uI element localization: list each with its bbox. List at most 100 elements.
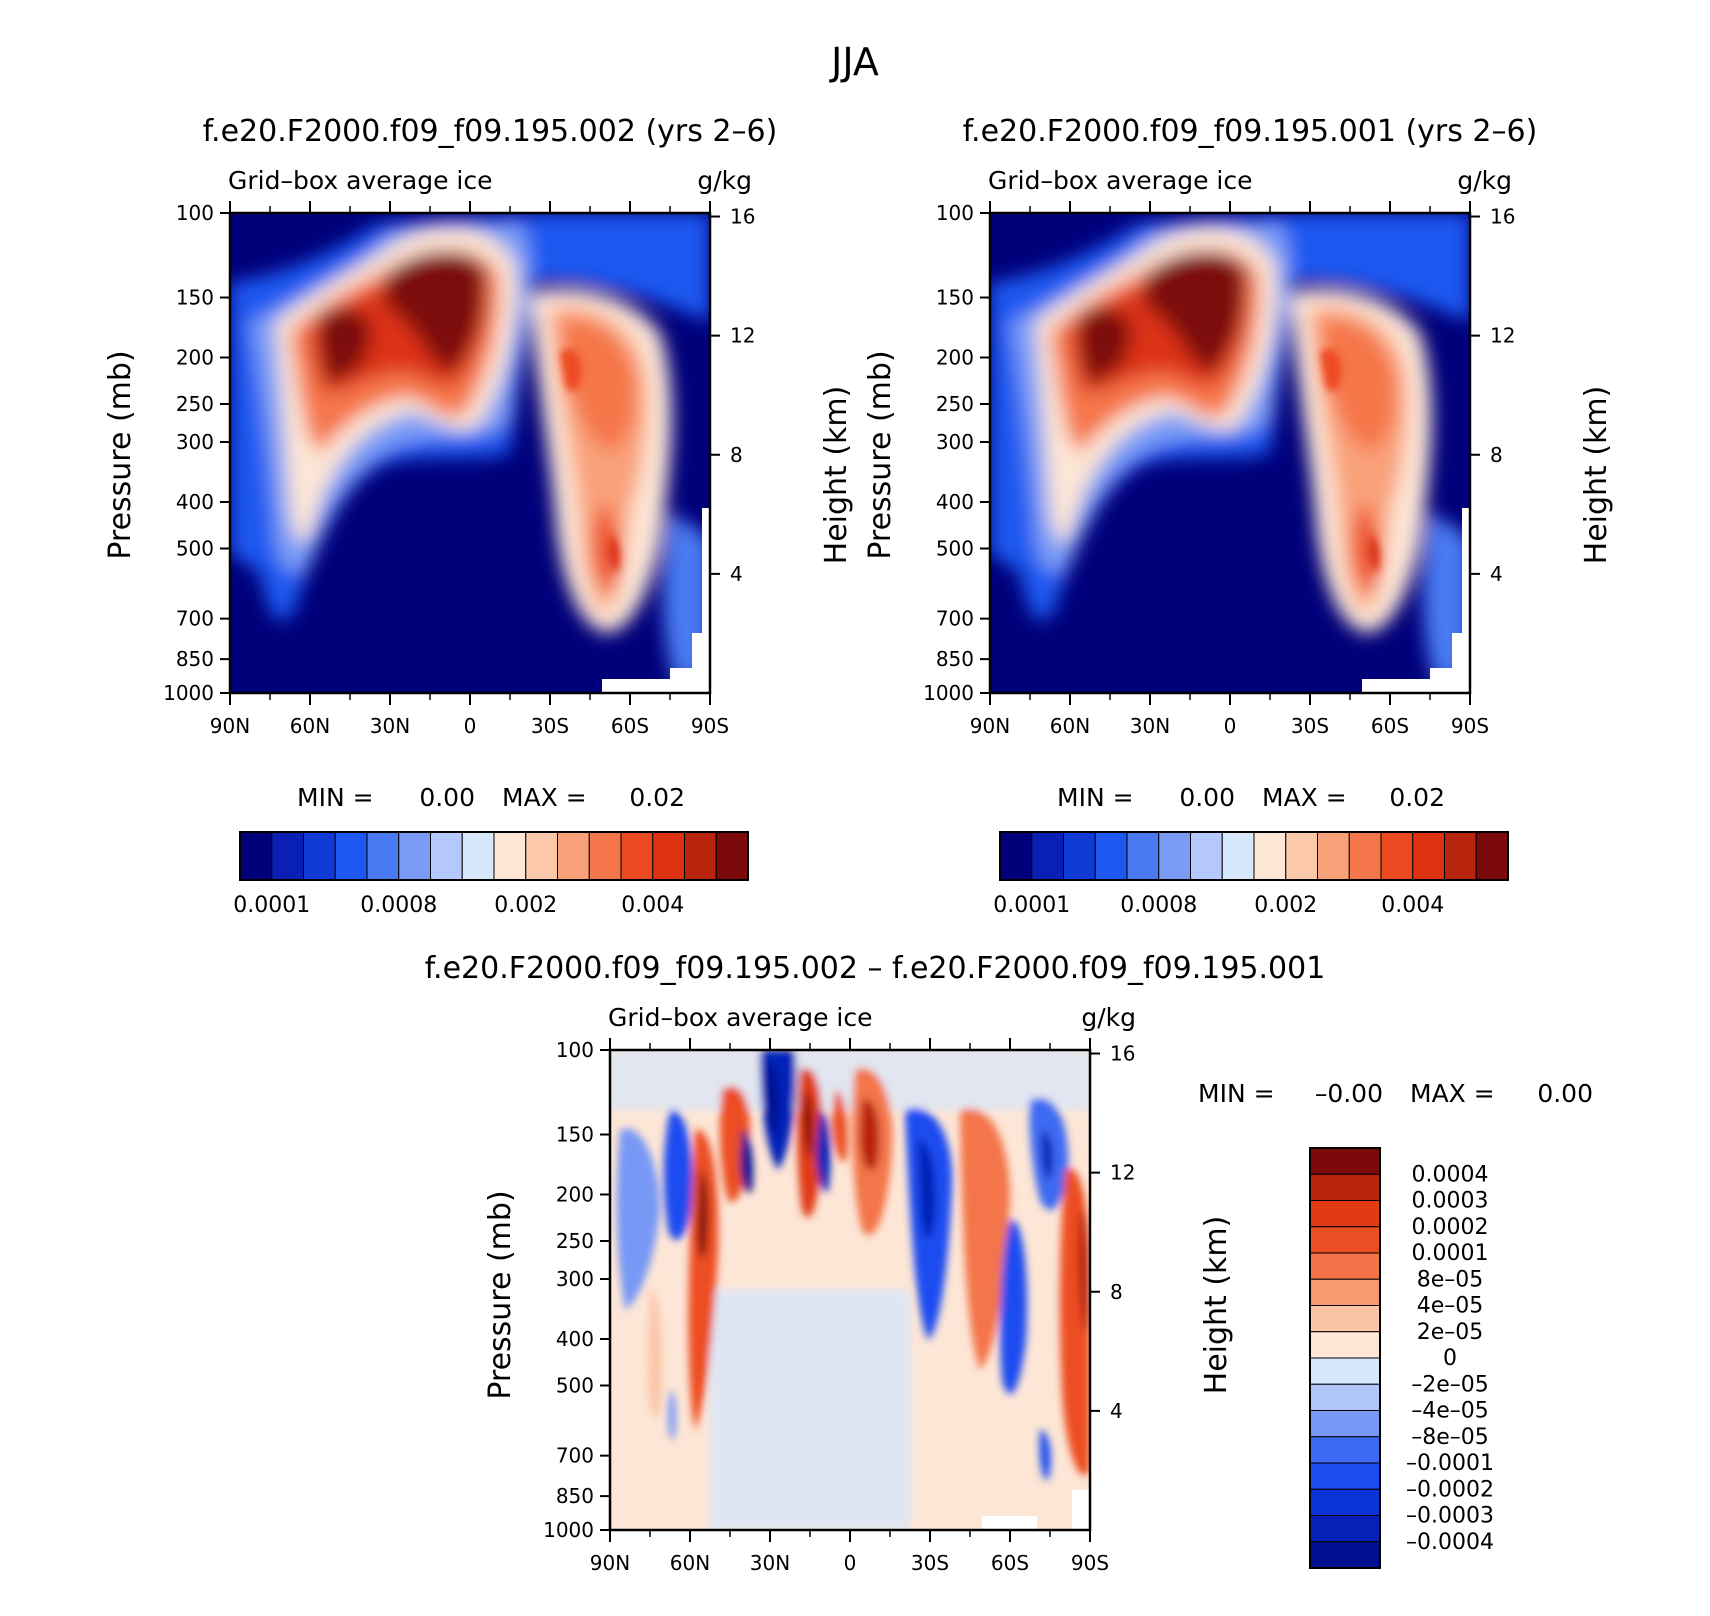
colorbar-frame: [999, 831, 1509, 881]
colorbar-swatch: [1309, 1515, 1381, 1543]
colorbar-swatch: [1309, 1147, 1381, 1175]
colorbar-swatch: [1348, 831, 1382, 881]
y-tick-label: 700: [556, 1444, 594, 1468]
x-tick-label: 60N: [670, 1551, 710, 1575]
colorbar-label: 0.002: [1254, 893, 1317, 918]
y-tick-label: 100: [936, 201, 974, 225]
y-tick-label: 400: [556, 1327, 594, 1351]
colorbar-label: 0.0002: [1412, 1215, 1489, 1240]
colorbar-label: –0.0004: [1406, 1530, 1494, 1555]
y-tick-label: 200: [936, 345, 974, 369]
y2-tick-label: 16: [1110, 1042, 1135, 1066]
y2-tick-label: 16: [1490, 205, 1515, 229]
y-tick-label: 1000: [923, 681, 974, 705]
colorbar-swatch: [557, 831, 590, 881]
panel-left-min-value: 0.00: [419, 783, 475, 812]
panel-right-max-value: 0.02: [1389, 783, 1445, 812]
panel-left-plot: [228, 211, 712, 695]
colorbar-label: 4e–05: [1417, 1294, 1484, 1319]
panel-right-title: f.e20.F2000.f09_f09.195.001 (yrs 2–6): [963, 114, 1538, 149]
colorbar-label: 0.0008: [360, 893, 437, 918]
panel-right-min-label: MIN =: [1057, 783, 1134, 812]
y-tick-label: 150: [176, 286, 214, 310]
panel-right-shading: [990, 213, 1470, 693]
colorbar-swatch: [1094, 831, 1128, 881]
y-tick-label: 500: [176, 537, 214, 561]
panel-diff-colorbar: 0.00040.00030.00020.00018e–054e–052e–050…: [1309, 1147, 1494, 1569]
colorbar-swatch: [1309, 1226, 1381, 1254]
panel-left: f.e20.F2000.f09_f09.195.002 (yrs 2–6) Gr…: [103, 114, 854, 918]
panel-left-shading: [230, 213, 710, 693]
y2-tick-label: 12: [730, 324, 755, 348]
colorbar-swatch: [1063, 831, 1096, 881]
colorbar-frame: [1309, 1147, 1381, 1569]
panel-diff-min-label: MIN =: [1198, 1079, 1275, 1108]
panel-diff-max-label: MAX =: [1410, 1079, 1495, 1108]
x-tick-label: 30S: [531, 714, 569, 738]
y2-tick-label: 4: [1110, 1399, 1123, 1423]
y-tick-label: 250: [936, 392, 974, 416]
colorbar-swatch: [334, 831, 368, 881]
x-tick-label: 30S: [911, 1551, 949, 1575]
panel-left-title: f.e20.F2000.f09_f09.195.002 (yrs 2–6): [203, 114, 778, 149]
colorbar-label: 2e–05: [1417, 1320, 1484, 1345]
figure-title: JJA: [829, 40, 879, 84]
colorbar-swatch: [271, 831, 304, 881]
panel-diff-min-value: –0.00: [1315, 1079, 1383, 1108]
panel-diff-shading: [610, 1050, 1090, 1530]
x-tick-label: 90N: [970, 714, 1010, 738]
panel-left-y2label: Height (km): [819, 386, 854, 565]
x-tick-label: 90N: [210, 714, 250, 738]
colorbar-swatch: [366, 831, 400, 881]
colorbar-label: –4e–05: [1411, 1399, 1489, 1424]
colorbar-label: –0.0002: [1406, 1477, 1494, 1502]
panel-diff-title: f.e20.F2000.f09_f09.195.002 – f.e20.F200…: [425, 951, 1326, 986]
colorbar-label: 0.004: [621, 893, 684, 918]
colorbar-label: 0.0003: [1412, 1189, 1489, 1214]
colorbar-swatch: [1253, 831, 1287, 881]
colorbar-swatch: [1309, 1278, 1381, 1306]
colorbar-swatch: [715, 831, 749, 881]
y-tick-label: 700: [936, 607, 974, 631]
panel-right-min-value: 0.00: [1179, 783, 1235, 812]
x-tick-label: 0: [1224, 714, 1237, 738]
y-tick-label: 250: [556, 1229, 594, 1253]
panel-left-ylabel: Pressure (mb): [103, 350, 138, 559]
y-tick-label: 850: [936, 647, 974, 671]
y-tick-label: 400: [176, 490, 214, 514]
y2-tick-label: 8: [730, 443, 743, 467]
colorbar-swatch: [1158, 831, 1191, 881]
colorbar-swatch: [1190, 831, 1223, 881]
panel-right-colorbar: 0.0001 0.0008 0.002 0.004: [993, 831, 1509, 918]
panel-left-max-value: 0.02: [629, 783, 685, 812]
x-tick-label: 90N: [590, 1551, 630, 1575]
panel-diff-units-label: g/kg: [1081, 1003, 1136, 1032]
y-tick-label: 100: [556, 1038, 594, 1062]
colorbar-swatch: [1221, 831, 1255, 881]
y-tick-label: 500: [936, 537, 974, 561]
colorbar-swatch: [1380, 831, 1414, 881]
colorbar-swatch: [1309, 1173, 1381, 1201]
x-tick-label: 30N: [750, 1551, 790, 1575]
y-tick-label: 1000: [163, 681, 214, 705]
y2-tick-label: 8: [1110, 1280, 1123, 1304]
x-tick-label: 90S: [691, 714, 729, 738]
colorbar-swatch: [1444, 831, 1477, 881]
y2-tick-label: 4: [1490, 562, 1503, 586]
panel-right-units-label: g/kg: [1457, 166, 1512, 195]
colorbar-swatch: [1309, 1462, 1381, 1490]
y-tick-label: 850: [176, 647, 214, 671]
y-tick-label: 300: [936, 430, 974, 454]
panel-left-min-label: MIN =: [297, 783, 374, 812]
x-tick-label: 60S: [991, 1551, 1029, 1575]
panel-diff-max-value: 0.00: [1537, 1079, 1593, 1108]
x-tick-label: 90S: [1071, 1551, 1109, 1575]
panel-right-axes: 100 150 200 250 300 400 500 700 850 1000 16 12 8 4 90N…: [923, 201, 1515, 738]
y-tick-label: 400: [936, 490, 974, 514]
colorbar-swatch: [1285, 831, 1318, 881]
x-tick-label: 0: [464, 714, 477, 738]
colorbar-label: 0.0001: [233, 893, 310, 918]
x-tick-label: 30N: [1130, 714, 1170, 738]
colorbar-swatch: [398, 831, 431, 881]
